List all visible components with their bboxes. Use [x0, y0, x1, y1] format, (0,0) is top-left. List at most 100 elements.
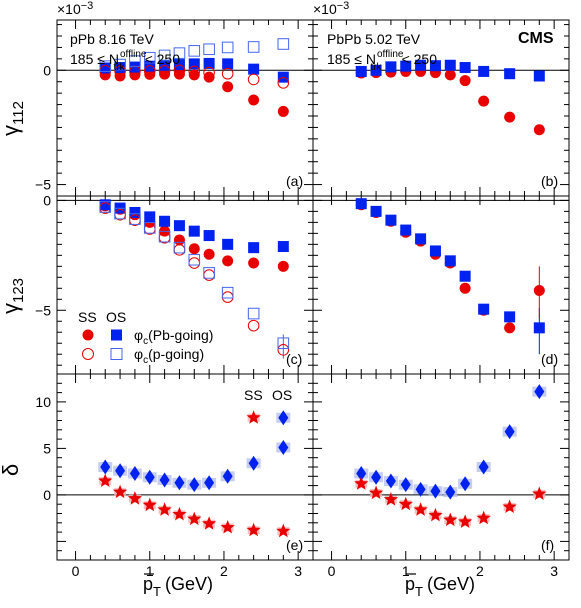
diamond-marker — [445, 484, 456, 500]
data-point-open-circle — [203, 269, 215, 281]
diamond-marker — [144, 469, 155, 485]
data-point-diamond — [369, 469, 384, 485]
data-point-open-square — [188, 253, 201, 266]
data-point-open-square — [188, 45, 201, 57]
data-point-diamond — [476, 459, 491, 475]
data-point-square — [173, 220, 185, 232]
x-tick-label: 3 — [550, 563, 558, 579]
diamond-marker — [460, 476, 471, 492]
data-point-square — [385, 61, 397, 73]
y-tick-label: 0 — [43, 192, 51, 208]
panel-label-c: (c) — [286, 351, 302, 367]
data-point-star — [276, 523, 291, 538]
star-marker — [413, 502, 428, 516]
star-marker — [443, 512, 458, 527]
data-point-star — [476, 510, 491, 525]
data-point-open-circle — [203, 66, 215, 79]
system-label-b: PbPb 5.02 TeV — [327, 31, 421, 47]
data-point-square — [355, 65, 367, 77]
data-point-open-square — [158, 49, 171, 62]
data-point-diamond — [532, 384, 547, 400]
data-point-star — [220, 519, 235, 534]
diamond-marker — [159, 472, 170, 488]
multiplicity-label-a: 185 ≤ Noffline trk< 250 — [70, 49, 180, 73]
data-point-square — [444, 59, 456, 71]
data-point-square — [144, 60, 156, 72]
data-point-open-square — [129, 213, 141, 225]
data-point-diamond — [142, 469, 157, 485]
data-point-diamond — [413, 481, 428, 497]
data-point-diamond — [398, 477, 413, 493]
data-point-star — [157, 502, 172, 516]
data-point-square — [429, 60, 441, 72]
data-point-open-square — [99, 60, 112, 72]
data-point-diamond — [202, 475, 217, 491]
diamond-marker — [129, 466, 140, 482]
data-point-square — [248, 63, 260, 75]
data-point-diamond — [276, 410, 291, 426]
data-point-square — [385, 214, 397, 226]
data-point-square — [429, 245, 441, 257]
data-point-square — [533, 70, 545, 82]
legend-e-ss: SS — [244, 387, 263, 403]
star-marker — [142, 497, 157, 512]
multiplicity-label-b: 185 ≤ Noffline trk< 250 — [327, 49, 437, 73]
legend-os-pb-marker — [111, 329, 122, 341]
legend-p-going-text: φc(p-going) — [134, 346, 204, 366]
diamond-marker — [400, 477, 411, 493]
data-point-circle — [277, 260, 289, 272]
diamond-marker — [174, 475, 185, 491]
data-point-open-square — [129, 55, 141, 67]
data-point-circle — [159, 68, 171, 80]
data-point-circle — [533, 124, 545, 136]
data-point-square — [459, 62, 471, 74]
x-tick-label: 1 — [146, 563, 154, 579]
data-point-open-circle — [173, 64, 186, 77]
data-point-circle — [444, 69, 456, 81]
star-marker — [428, 507, 443, 522]
data-point-square — [370, 64, 382, 76]
data-point-square — [99, 199, 111, 211]
data-point-square — [478, 65, 490, 77]
data-point-circle — [222, 81, 234, 93]
data-point-circle — [478, 95, 490, 107]
data-point-diamond — [157, 472, 172, 488]
data-point-star — [502, 499, 517, 514]
data-point-star — [532, 486, 547, 501]
x-tick-label: 0 — [328, 563, 336, 579]
data-point-square — [129, 61, 141, 73]
data-point-square — [400, 224, 412, 236]
data-point-diamond — [187, 477, 202, 493]
y-tick-label: 0 — [43, 487, 51, 503]
data-point-open-circle — [143, 65, 156, 77]
panel-label-f: (f) — [541, 537, 554, 553]
star-marker — [201, 516, 217, 530]
star-marker — [398, 496, 413, 511]
legend-ss-header: SS — [78, 309, 97, 325]
x-tick-label: 3 — [294, 563, 302, 579]
y-tick-label: 0 — [43, 62, 51, 78]
data-point-square — [478, 303, 490, 315]
data-point-square — [159, 215, 171, 227]
star-marker — [246, 410, 261, 424]
data-point-diamond — [98, 459, 113, 475]
x-tick-label: 2 — [220, 563, 228, 579]
data-point-diamond — [383, 473, 398, 489]
y-axis-title-delta: δ — [0, 464, 23, 476]
data-point-square — [415, 59, 427, 71]
exponent-label-left: ×10−3 — [57, 0, 93, 17]
data-point-circle — [203, 248, 215, 260]
panel-label-e: (e) — [286, 537, 303, 553]
data-point-open-square — [277, 38, 290, 50]
data-point-star — [187, 511, 202, 526]
legend-os-p-marker — [110, 348, 123, 360]
diamond-marker — [204, 475, 215, 491]
data-point-open-circle — [173, 244, 186, 256]
data-point-square — [203, 57, 215, 69]
data-point-star — [383, 492, 399, 506]
star-marker — [98, 473, 113, 488]
data-point-square — [533, 322, 545, 334]
data-point-square — [222, 238, 234, 250]
panel-label-d: (d) — [541, 351, 558, 367]
data-point-diamond — [354, 466, 369, 482]
